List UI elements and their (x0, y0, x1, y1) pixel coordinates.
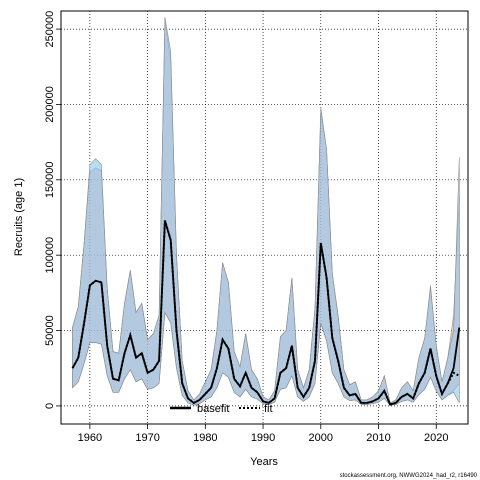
legend: basefit fit (170, 403, 273, 415)
x-tick-label: 1970 (135, 432, 159, 444)
x-tick-label: 1960 (78, 432, 102, 444)
confidence-bands (72, 16, 460, 406)
band-fit (72, 16, 460, 406)
x-tick-label: 2000 (309, 432, 333, 444)
footnote: stockassessment.org, NWWG2024_had_r2, r1… (340, 473, 478, 479)
y-tick-label: 100000 (44, 237, 56, 274)
y-tick-label: 50000 (44, 315, 56, 346)
x-tick-label: 1980 (193, 432, 217, 444)
y-tick-label: 0 (44, 403, 56, 409)
y-axis-label: Recruits (age 1) (13, 178, 25, 256)
legend-fit-label: fit (264, 403, 273, 415)
y-tick-label: 150000 (44, 161, 56, 198)
legend-basefit-label: basefit (197, 403, 229, 415)
y-tick-label: 250000 (44, 11, 56, 48)
x-tick-label: 1990 (251, 432, 275, 444)
x-tick-label: 2020 (424, 432, 448, 444)
x-tick-label: 2010 (366, 432, 390, 444)
y-axis: 0 50000 100000 150000 200000 250000 (44, 11, 61, 409)
x-axis: 1960 1970 1980 1990 2000 2010 2020 (78, 424, 448, 444)
series-lines (71, 220, 461, 406)
y-tick-label: 200000 (44, 86, 56, 123)
x-axis-label: Years (250, 456, 278, 468)
plot-frame (60, 10, 469, 425)
grid (61, 11, 468, 424)
line-fit (71, 220, 460, 406)
